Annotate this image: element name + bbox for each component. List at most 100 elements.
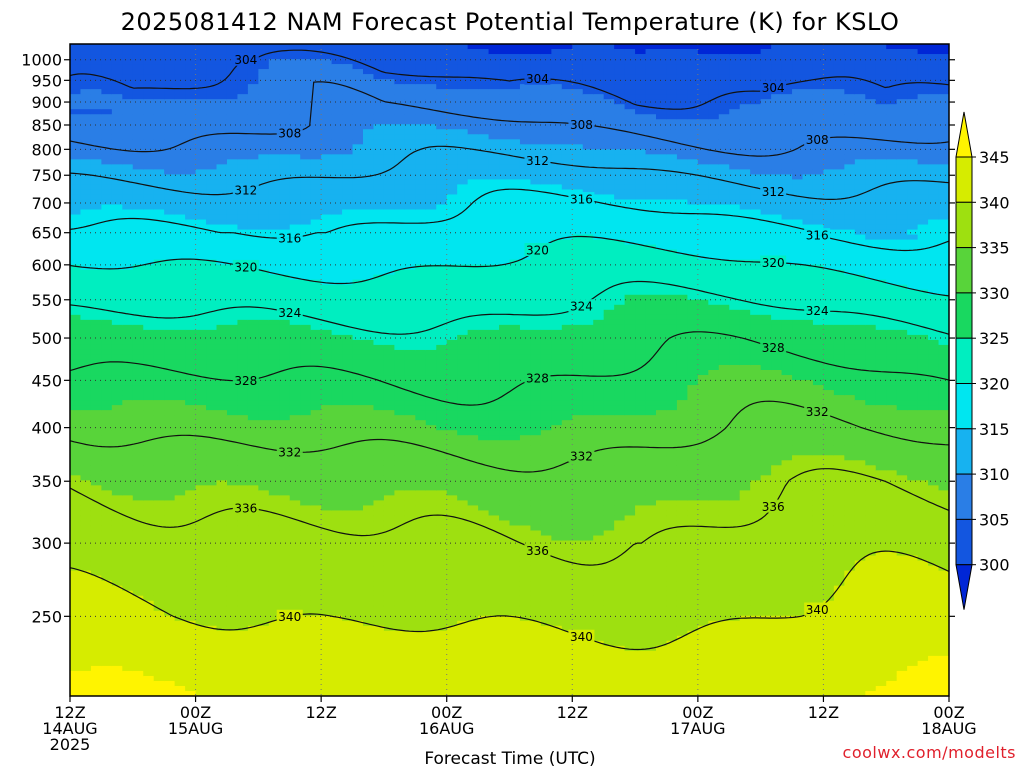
fill-cell <box>216 435 228 441</box>
fill-cell <box>467 299 479 306</box>
fill-cell <box>247 480 259 486</box>
fill-cell <box>258 339 270 346</box>
fill-cell <box>415 54 427 60</box>
fill-cell <box>206 545 218 552</box>
fill-cell <box>226 600 239 607</box>
fill-cell <box>404 294 416 301</box>
fill-cell <box>279 44 291 50</box>
fill-cell <box>111 555 123 562</box>
fill-cell <box>373 149 385 155</box>
fill-cell <box>122 580 134 587</box>
fill-cell <box>394 284 406 291</box>
fill-cell <box>363 635 375 642</box>
fill-cell <box>237 370 249 376</box>
fill-cell <box>247 214 259 221</box>
fill-cell <box>331 159 343 165</box>
fill-cell <box>383 580 395 587</box>
fill-cell <box>321 690 333 696</box>
fill-cell <box>111 224 123 231</box>
fill-cell <box>331 129 343 135</box>
fill-cell <box>342 329 354 336</box>
fill-cell <box>258 610 270 617</box>
fill-cell <box>185 385 197 391</box>
fill-cell <box>342 610 354 617</box>
fill-cell <box>111 69 123 75</box>
fill-cell <box>90 174 102 181</box>
fill-cell <box>457 284 469 291</box>
fill-cell <box>310 670 322 677</box>
fill-cell <box>247 440 259 446</box>
fill-cell <box>415 545 427 552</box>
fill-cell <box>258 380 270 386</box>
fill-cell <box>363 470 375 476</box>
fill-cell <box>226 530 239 537</box>
fill-cell <box>457 304 469 311</box>
fill-cell <box>300 294 312 301</box>
fill-cell <box>111 690 123 696</box>
fill-cell <box>80 460 92 466</box>
fill-cell <box>289 490 301 496</box>
fill-cell <box>237 94 249 100</box>
fill-cell <box>101 99 113 105</box>
fill-cell <box>258 455 270 461</box>
fill-cell <box>436 455 448 461</box>
fill-cell <box>321 465 333 471</box>
fill-cell <box>383 595 395 602</box>
fill-cell <box>436 69 448 75</box>
fill-cell <box>111 465 123 471</box>
fill-cell <box>195 390 207 396</box>
fill-cell <box>446 510 458 517</box>
fill-cell <box>467 309 479 316</box>
fill-cell <box>342 69 354 75</box>
fill-cell <box>237 425 249 431</box>
fill-cell <box>174 364 186 371</box>
fill-cell <box>289 184 301 191</box>
fill-cell <box>373 565 385 572</box>
fill-cell <box>300 139 312 145</box>
fill-cell <box>90 600 102 607</box>
fill-cell <box>436 375 448 381</box>
fill-cell <box>268 480 280 486</box>
fill-cell <box>457 415 469 421</box>
fill-cell <box>164 495 176 501</box>
fill-cell <box>122 645 134 652</box>
fill-cell <box>195 254 207 261</box>
fill-cell <box>310 204 322 211</box>
fill-cell <box>143 339 155 346</box>
fill-cell <box>279 299 291 306</box>
fill-cell <box>206 169 218 175</box>
fill-cell <box>111 410 123 416</box>
fill-cell <box>268 370 280 376</box>
fill-cell <box>279 189 291 196</box>
fill-cell <box>352 124 364 130</box>
fill-cell <box>404 570 416 577</box>
fill-cell <box>289 385 301 391</box>
fill-cell <box>310 465 322 471</box>
fill-cell <box>101 219 113 226</box>
fill-cell <box>457 370 469 376</box>
fill-cell <box>164 645 176 652</box>
fill-cell <box>425 440 437 446</box>
fill-cell <box>467 69 479 75</box>
fill-cell <box>436 405 448 411</box>
fill-cell <box>111 665 123 672</box>
fill-cell <box>174 174 186 181</box>
fill-cell <box>383 329 395 336</box>
fill-cell <box>143 615 155 622</box>
fill-cell <box>331 525 343 532</box>
fill-cell <box>122 450 134 456</box>
fill-cell <box>342 385 354 391</box>
fill-cell <box>101 79 113 85</box>
fill-cell <box>247 199 259 206</box>
fill-cell <box>394 209 406 216</box>
fill-cell <box>415 440 427 446</box>
fill-cell <box>342 510 354 517</box>
fill-cell <box>342 319 354 326</box>
fill-cell <box>342 129 354 135</box>
fill-cell <box>195 575 207 582</box>
fill-cell <box>247 570 259 577</box>
fill-cell <box>425 540 437 547</box>
fill-cell <box>122 94 134 100</box>
fill-cell <box>195 675 207 682</box>
fill-cell <box>70 304 82 311</box>
